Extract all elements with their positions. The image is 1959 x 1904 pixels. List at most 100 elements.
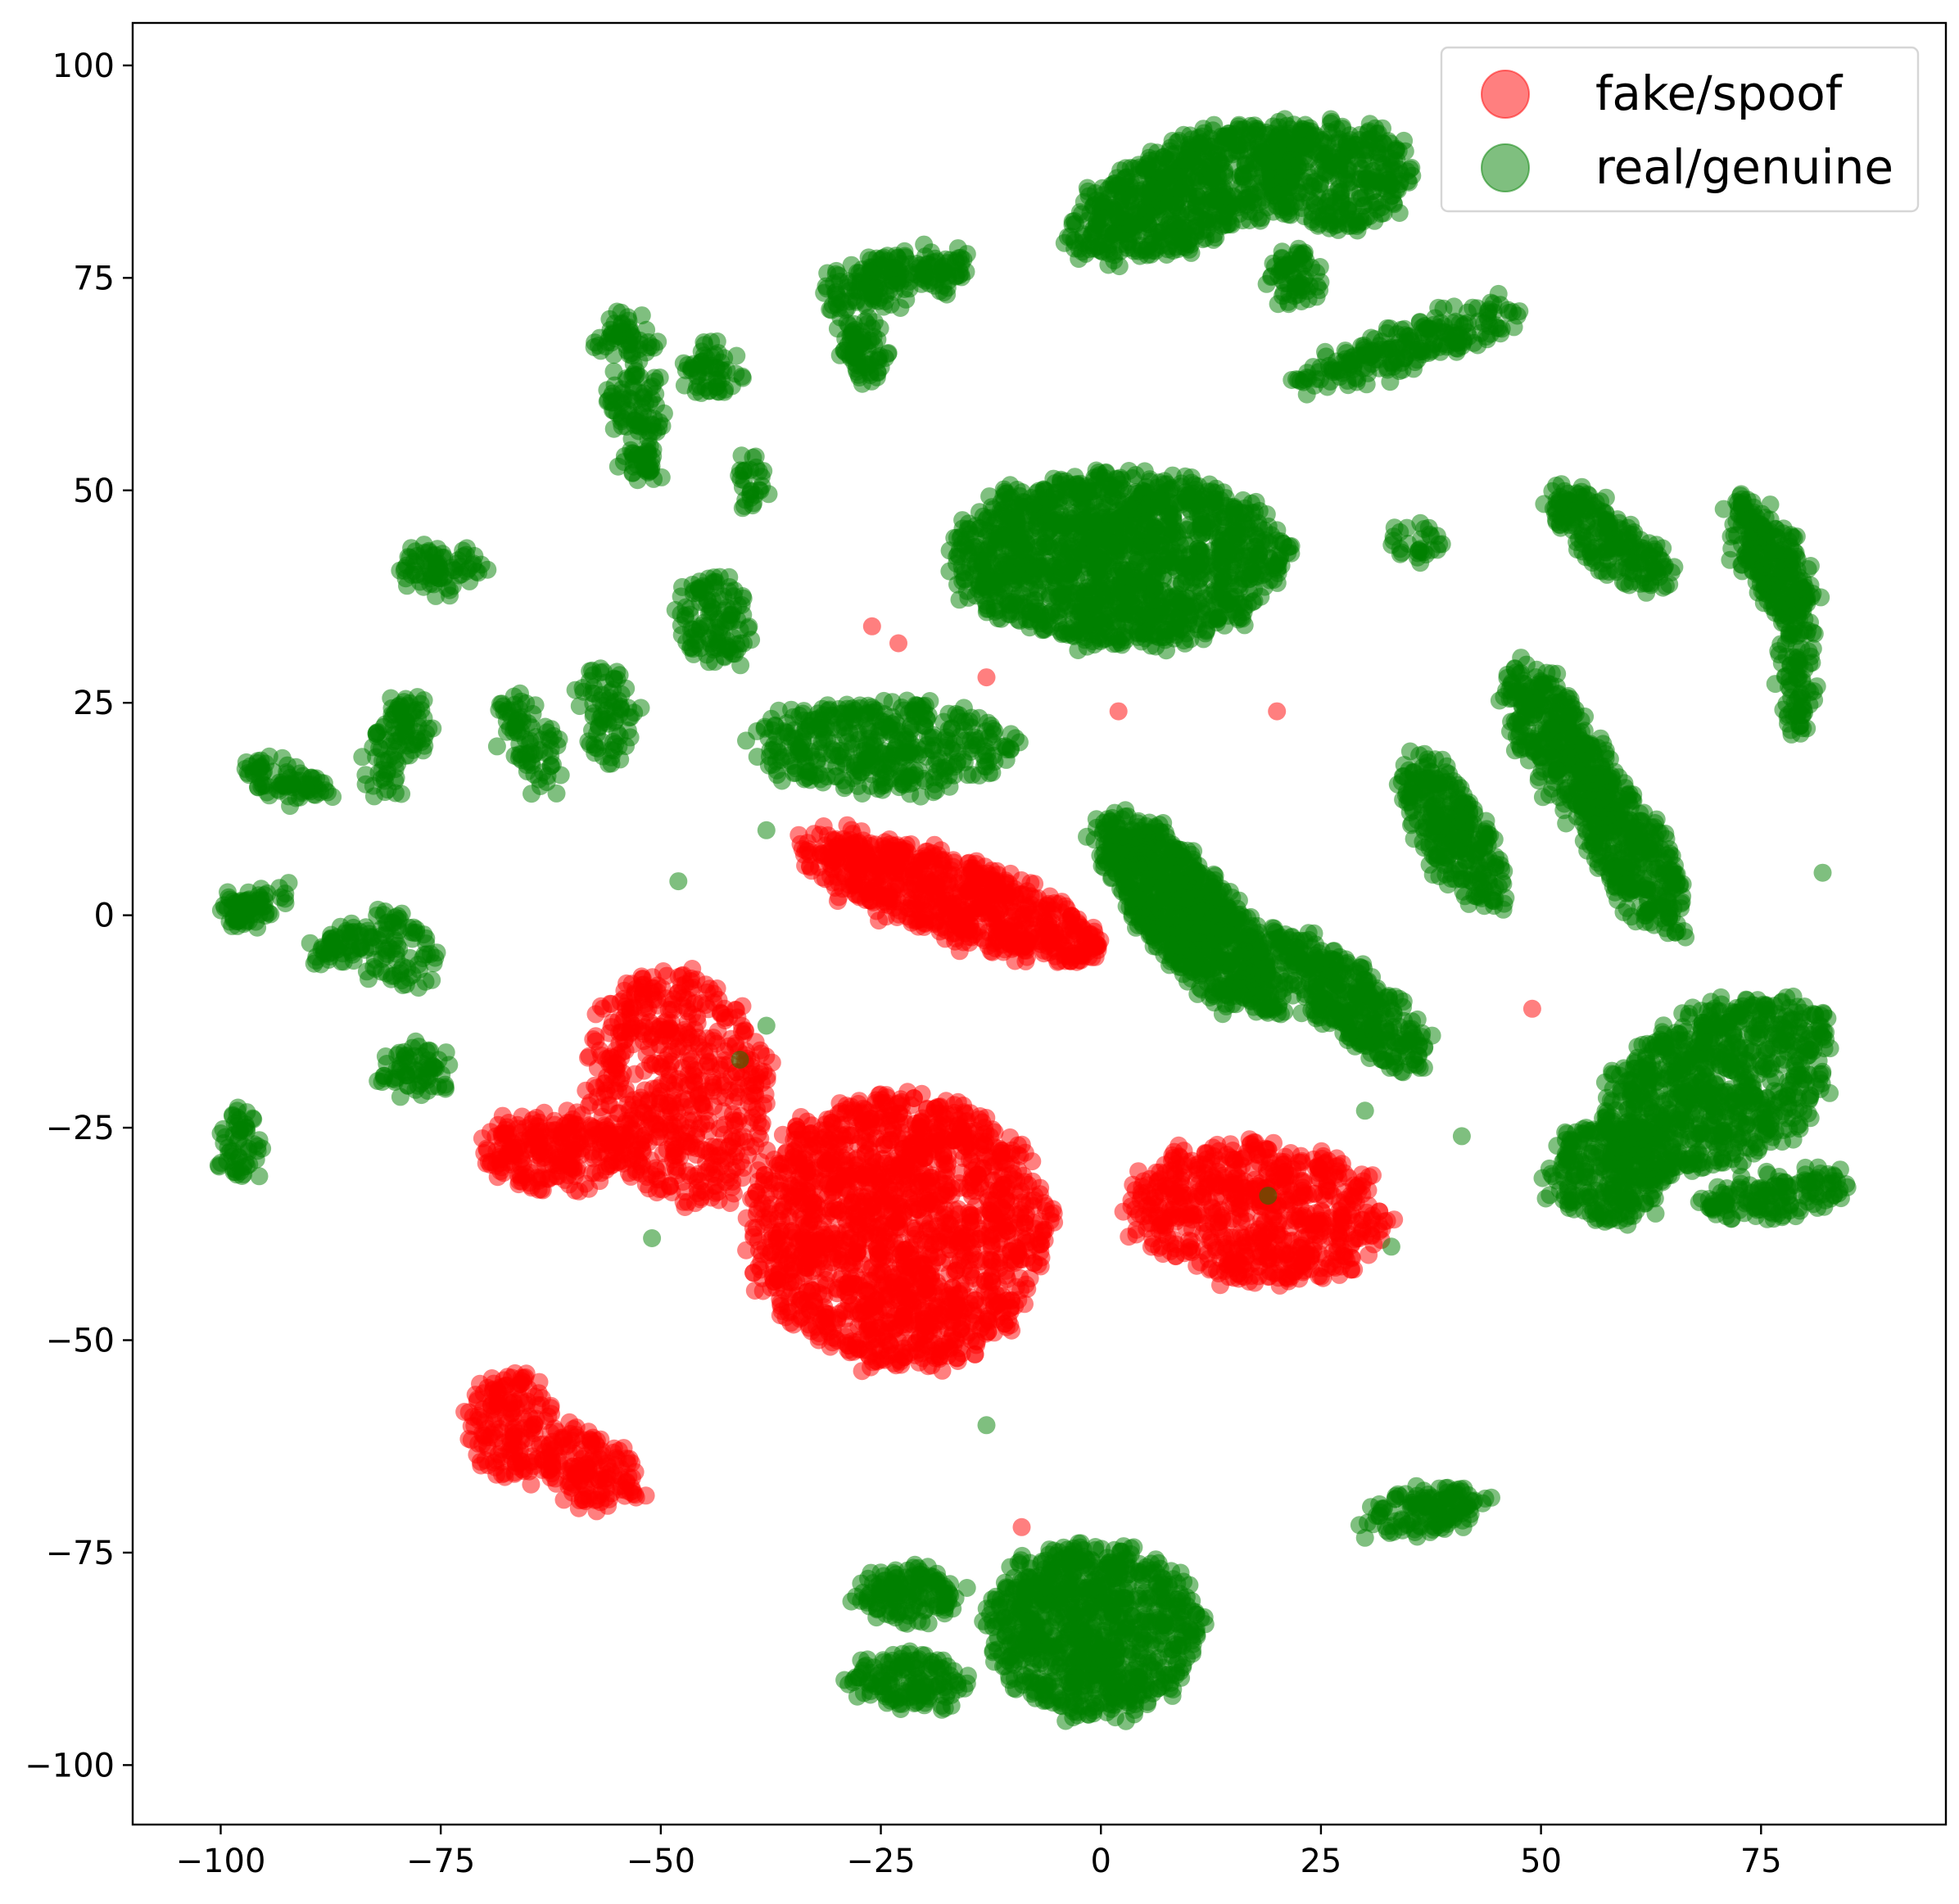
data-point	[800, 1301, 819, 1320]
data-point	[774, 1201, 793, 1219]
data-point	[880, 885, 898, 904]
data-point	[682, 1050, 701, 1069]
data-point	[817, 1317, 835, 1336]
data-point	[901, 1147, 920, 1166]
data-point	[1268, 702, 1287, 721]
data-point	[671, 1148, 690, 1167]
data-point	[624, 1485, 642, 1504]
data-point	[1364, 1235, 1383, 1254]
data-point	[512, 1375, 531, 1394]
data-point	[589, 1470, 608, 1489]
data-point	[733, 1016, 751, 1035]
data-point	[1038, 936, 1056, 955]
data-point	[846, 834, 865, 853]
data-point	[485, 1422, 504, 1441]
data-point	[1165, 1165, 1183, 1184]
data-point	[586, 1119, 604, 1137]
data-point	[744, 1264, 763, 1282]
data-point	[747, 1183, 766, 1201]
data-point	[517, 1165, 536, 1183]
data-point	[1161, 1241, 1180, 1260]
data-point	[1277, 1191, 1296, 1209]
data-point	[1140, 1187, 1159, 1205]
data-point	[1085, 922, 1104, 941]
data-point	[844, 1101, 863, 1119]
data-point	[930, 1347, 949, 1366]
data-point	[977, 668, 996, 687]
data-point	[572, 1145, 590, 1164]
data-point	[866, 835, 884, 854]
data-point	[588, 1486, 607, 1505]
data-point	[1025, 889, 1044, 908]
data-point	[960, 859, 979, 878]
data-point	[805, 825, 824, 843]
data-point	[1025, 1254, 1043, 1273]
data-point	[567, 1418, 586, 1437]
data-point	[1184, 152, 1203, 171]
data-point	[510, 1445, 529, 1464]
data-point	[895, 1348, 913, 1367]
data-point	[527, 1128, 545, 1146]
data-point	[631, 1136, 650, 1155]
data-point	[1231, 1224, 1250, 1243]
data-point	[466, 1386, 485, 1404]
data-point	[664, 990, 683, 1009]
data-point	[1326, 1165, 1344, 1184]
data-point	[1044, 1204, 1063, 1223]
data-point	[978, 1309, 997, 1328]
data-point	[995, 1314, 1014, 1333]
data-point	[839, 1336, 857, 1355]
data-point	[676, 1198, 694, 1216]
data-point	[889, 634, 907, 653]
data-point	[896, 848, 915, 866]
data-point	[539, 1407, 558, 1426]
data-point	[694, 1096, 713, 1115]
data-point	[781, 1314, 800, 1332]
data-point	[657, 1026, 676, 1045]
data-point	[523, 1110, 542, 1129]
data-point	[914, 1209, 933, 1227]
data-point	[800, 1231, 819, 1250]
data-point	[861, 1112, 880, 1131]
data-point	[905, 1187, 923, 1206]
data-point	[915, 1309, 934, 1328]
data-point	[580, 1047, 599, 1065]
data-point	[1156, 1216, 1174, 1235]
data-point	[862, 617, 881, 635]
data-point	[785, 1147, 803, 1166]
data-point	[612, 1048, 631, 1067]
data-point	[852, 1165, 871, 1184]
data-point	[543, 1459, 562, 1477]
data-point	[1215, 1245, 1234, 1263]
data-point	[916, 907, 934, 926]
data-point	[1354, 1172, 1373, 1191]
data-point	[934, 1208, 952, 1227]
data-point	[504, 1408, 523, 1427]
data-point	[798, 1259, 817, 1278]
data-point	[1031, 1235, 1050, 1254]
data-point	[875, 1135, 894, 1154]
data-point	[937, 920, 955, 939]
data-point	[918, 1264, 937, 1283]
data-point	[696, 1115, 715, 1133]
data-point	[598, 1454, 617, 1472]
data-point	[998, 1222, 1016, 1241]
data-point	[857, 1296, 875, 1315]
data-point	[771, 1223, 789, 1241]
data-point	[943, 1278, 962, 1297]
series-fake-spoof	[455, 617, 1541, 1536]
data-point	[1011, 1269, 1029, 1287]
data-point	[862, 1332, 881, 1350]
data-point	[871, 1085, 889, 1104]
data-point	[993, 1198, 1011, 1217]
data-point	[848, 1215, 867, 1234]
data-point	[731, 1107, 750, 1125]
data-point	[1193, 133, 1212, 152]
data-point	[844, 872, 863, 891]
data-point	[894, 1307, 912, 1326]
data-point	[1181, 1204, 1200, 1222]
data-point	[1305, 1184, 1323, 1203]
data-point	[945, 1302, 964, 1321]
data-point	[1342, 1234, 1361, 1253]
